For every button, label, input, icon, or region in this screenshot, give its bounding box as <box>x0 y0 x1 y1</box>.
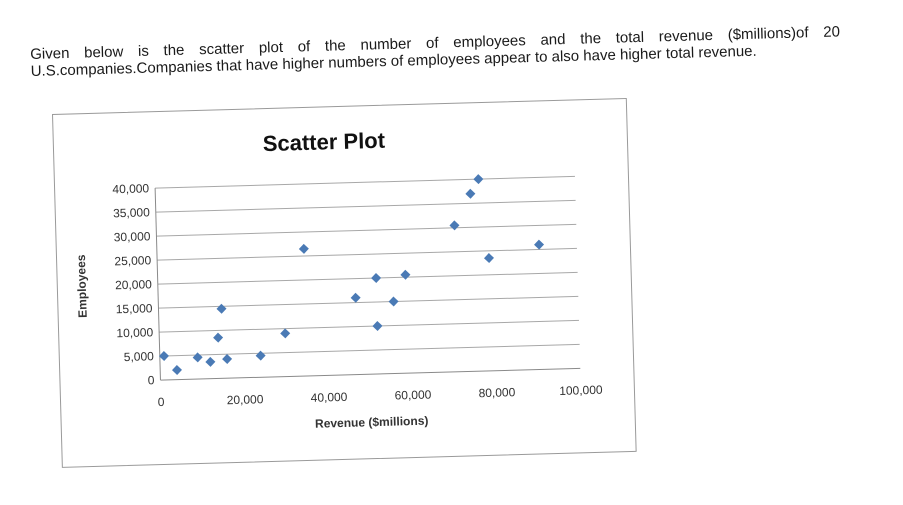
scatter-chart: Scatter Plot Employees Revenue ($million… <box>52 97 637 468</box>
gridline <box>158 295 579 309</box>
x-axis-label: Revenue ($millions) <box>315 414 429 431</box>
x-tick-label: 0 <box>158 395 165 409</box>
x-axis-line <box>160 367 581 381</box>
data-point <box>216 303 227 314</box>
y-tick-label: 35,000 <box>113 205 150 220</box>
data-points <box>159 174 545 376</box>
data-point <box>255 350 266 361</box>
gridline <box>157 271 578 285</box>
data-point <box>400 269 411 280</box>
gridline <box>155 175 575 189</box>
x-tick-label: 100,000 <box>559 383 603 398</box>
data-point <box>371 273 382 284</box>
data-point <box>222 354 233 365</box>
data-point <box>159 350 169 361</box>
y-axis-label: Employees <box>74 254 90 318</box>
gridline <box>159 319 579 333</box>
y-tick-label: 20,000 <box>115 277 152 292</box>
question-text: Given below is the scatter plot of the n… <box>30 23 841 80</box>
x-tick-label: 20,000 <box>227 392 264 407</box>
gridline <box>155 199 576 213</box>
y-tick-label: 15,000 <box>116 301 153 316</box>
scatter-chart-svg: Scatter Plot Employees Revenue ($million… <box>74 128 604 431</box>
data-point <box>205 356 216 367</box>
data-point <box>350 292 361 303</box>
chart-title: Scatter Plot <box>262 128 386 156</box>
data-point <box>171 365 182 376</box>
y-tick-label: 0 <box>148 373 155 387</box>
y-tick-label: 30,000 <box>114 229 151 244</box>
data-point <box>298 243 309 254</box>
y-tick-label: 25,000 <box>114 253 151 268</box>
y-axis-line <box>154 188 161 381</box>
data-point <box>213 332 224 343</box>
x-tick-labels: 0 20,000 40,000 60,000 80,000 100,000 <box>158 383 604 409</box>
data-point <box>372 320 383 331</box>
data-point <box>280 328 291 339</box>
data-point <box>465 188 476 199</box>
data-point <box>483 253 494 264</box>
x-tick-label: 80,000 <box>478 385 515 400</box>
x-tick-label: 40,000 <box>310 390 347 405</box>
y-tick-labels: 0 5,000 10,000 15,000 20,000 25,000 30,000 35,0… <box>112 181 155 387</box>
gridline <box>157 247 577 261</box>
data-point <box>388 296 399 307</box>
gridline <box>159 343 580 357</box>
data-point <box>473 174 484 185</box>
data-point <box>534 239 545 250</box>
gridline <box>156 223 577 237</box>
gridlines <box>154 175 581 381</box>
x-tick-label: 60,000 <box>394 388 431 403</box>
y-tick-label: 5,000 <box>124 349 155 364</box>
data-point <box>192 352 203 363</box>
y-tick-label: 10,000 <box>116 325 153 340</box>
y-tick-label: 40,000 <box>112 181 149 196</box>
data-point <box>449 220 460 231</box>
